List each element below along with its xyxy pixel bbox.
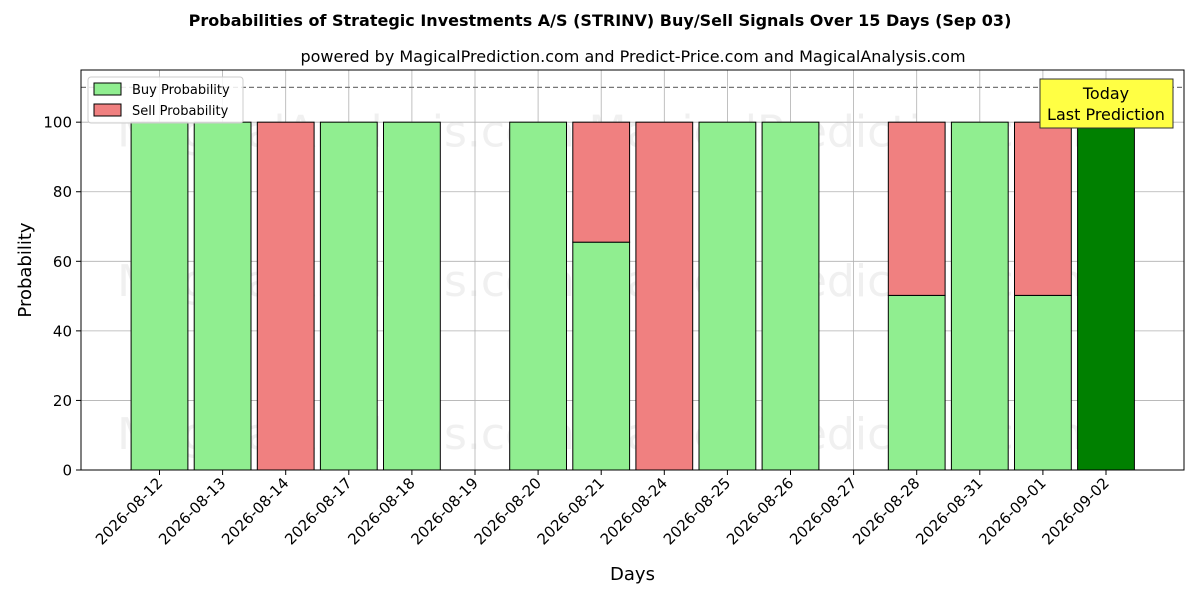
y-tick-label: 60 [53,253,72,271]
x-tick-label: 2026-08-28 [849,474,923,548]
sell-bar [635,121,694,471]
legend-box [87,76,244,124]
x-tick-label: 2026-08-31 [912,474,986,548]
y-tick-label: 0 [62,462,72,480]
x-tick-label: 2026-08-13 [155,474,229,548]
buy-bar [698,121,757,471]
x-tick-label: 2026-08-19 [407,474,481,548]
legend-swatch-buy [93,82,122,96]
x-tick-label: 2026-08-24 [597,474,671,548]
x-tick-label: 2026-08-27 [786,474,860,548]
buy-bar [319,121,378,471]
sell-bar [1014,121,1072,296]
y-axis-label: Probability [15,222,36,317]
plot-frame [80,69,1185,471]
annotation-line-2: Last Prediction [1047,105,1165,124]
x-tick-label: 2026-08-25 [660,474,734,548]
x-tick-label: 2026-08-21 [534,474,608,548]
buy-bar [193,121,252,471]
legend-label-buy: Buy Probability [132,83,230,98]
legend-label-sell: Sell Probability [132,104,229,119]
x-tick-label: 2026-08-12 [92,474,166,548]
x-tick-label: 2026-09-01 [975,474,1049,548]
buy-bar [1077,121,1135,471]
buy-bar [1014,294,1072,471]
sell-bar [887,121,946,296]
y-tick-label: 40 [53,322,72,340]
annotation-box [1039,78,1174,129]
y-tick-label: 80 [53,183,72,201]
x-tick-label: 2026-08-14 [218,474,292,548]
sell-bar [572,121,631,243]
buy-bar [887,294,946,471]
plot-area: MagicalAnalysis.comMagicalPrediction.com… [15,69,1185,585]
legend-swatch-sell [93,103,122,117]
buy-bar [761,121,820,471]
y-tick-label: 20 [53,392,72,410]
x-tick-label: 2026-09-02 [1038,474,1112,548]
x-tick-label: 2026-08-20 [471,474,545,548]
x-axis-label: Days [610,564,655,585]
buy-bar [509,121,568,471]
annotation-line-1: Today [1082,84,1129,103]
x-tick-label: 2026-08-18 [344,474,418,548]
buy-bar [950,121,1009,471]
x-tick-label: 2026-08-26 [723,474,797,548]
sell-bar [256,121,315,471]
chart-subtitle: powered by MagicalPrediction.com and Pre… [300,47,965,66]
buy-bar [383,121,441,471]
buy-bar [572,241,631,471]
x-tick-label: 2026-08-17 [281,474,355,548]
buy-bar [130,121,189,471]
chart-title: Probabilities of Strategic Investments A… [189,11,1012,30]
y-tick-label: 100 [43,114,72,132]
